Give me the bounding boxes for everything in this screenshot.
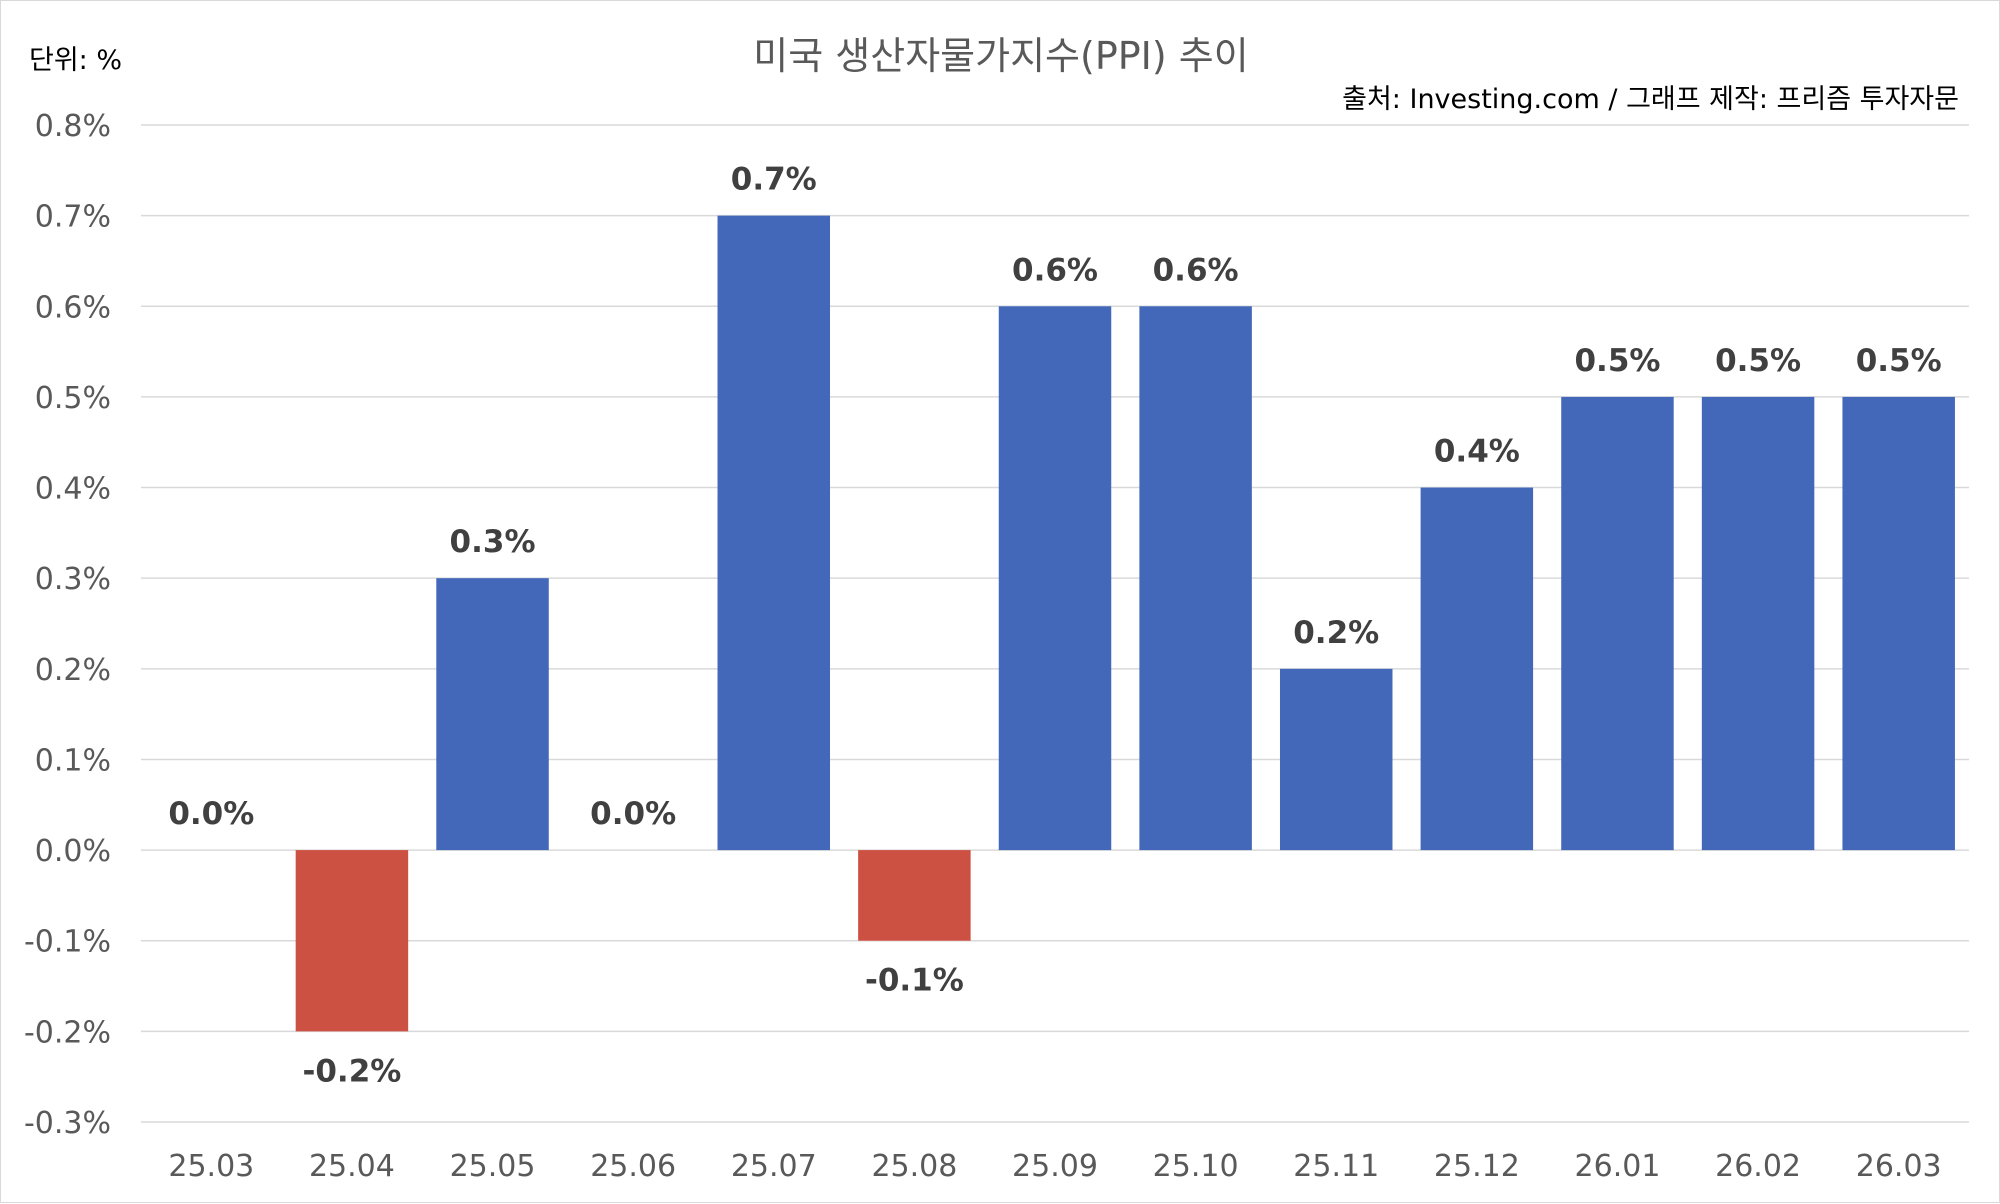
bar-25.05 <box>436 578 549 851</box>
x-tick-label: 26.02 <box>1715 1149 1801 1184</box>
bar-26.03 <box>1842 396 1955 851</box>
data-label: 0.5% <box>1574 343 1660 379</box>
x-tick-label: 25.04 <box>309 1149 395 1184</box>
y-tick-label: 0.6% <box>35 290 111 325</box>
data-label: 0.0% <box>168 796 254 832</box>
x-tick-label: 25.07 <box>731 1149 817 1184</box>
x-axis-ticks: 25.03 25.04 25.05 25.06 25.07 25.08 25.09 25.10… <box>168 1149 1941 1184</box>
source-label: 출처: Investing.com / 그래프 제작: 프리즘 투자자문 <box>1342 84 1959 115</box>
data-label: 0.6% <box>1153 252 1239 288</box>
bar-25.12 <box>1420 487 1534 851</box>
data-label: 0.4% <box>1434 434 1520 470</box>
data-label: 0.5% <box>1856 343 1942 379</box>
x-tick-label: 25.06 <box>590 1149 676 1184</box>
x-tick-label: 25.03 <box>168 1149 254 1184</box>
y-tick-label: 0.2% <box>35 653 111 688</box>
data-label: 0.5% <box>1715 343 1801 379</box>
bar-25.09 <box>998 306 1112 851</box>
y-tick-label: -0.2% <box>24 1015 111 1050</box>
x-tick-label: 25.09 <box>1012 1149 1098 1184</box>
y-tick-label: 0.5% <box>35 381 111 416</box>
y-tick-label: 0.1% <box>35 743 111 778</box>
y-axis-ticks: -0.3% -0.2% -0.1% 0.0% 0.1% 0.2% 0.3% 0.4% 0.5% 0… <box>24 109 111 1141</box>
bar-26.02 <box>1701 396 1815 851</box>
bar-26.01 <box>1561 396 1674 851</box>
data-label: 0.7% <box>731 162 817 198</box>
data-labels: 0.0% -0.2% 0.3% 0.0% 0.7% -0.1% 0.6% 0.6% 0.2% 0.… <box>168 162 1941 1090</box>
x-tick-label: 25.11 <box>1293 1149 1379 1184</box>
data-label: 0.0% <box>590 796 676 832</box>
bar-25.07 <box>717 215 831 851</box>
x-tick-label: 26.01 <box>1575 1149 1661 1184</box>
data-label: -0.2% <box>303 1053 402 1089</box>
x-tick-label: 25.08 <box>871 1149 957 1184</box>
data-label: 0.2% <box>1293 615 1379 651</box>
chart-title: 미국 생산자물가지수(PPI) 추이 <box>753 34 1248 78</box>
bar-25.04 <box>295 850 409 1032</box>
bars <box>295 215 1955 1032</box>
y-tick-label: 0.0% <box>35 834 111 869</box>
y-tick-label: -0.3% <box>24 1106 111 1141</box>
data-label: 0.3% <box>450 524 536 560</box>
bar-25.10 <box>1139 306 1252 851</box>
x-tick-label: 25.12 <box>1434 1149 1520 1184</box>
x-tick-label: 26.03 <box>1856 1149 1942 1184</box>
y-tick-label: 0.4% <box>35 472 111 507</box>
x-tick-label: 25.05 <box>450 1149 536 1184</box>
y-tick-label: 0.7% <box>35 200 111 235</box>
unit-label: 단위: % <box>29 45 122 76</box>
x-tick-label: 25.10 <box>1153 1149 1239 1184</box>
bar-25.11 <box>1279 668 1393 851</box>
bar-25.08 <box>858 850 971 941</box>
y-tick-label: 0.3% <box>35 562 111 597</box>
y-tick-label: 0.8% <box>35 109 111 144</box>
data-label: 0.6% <box>1012 252 1098 288</box>
data-label: -0.1% <box>865 963 964 999</box>
y-tick-label: -0.1% <box>24 925 111 960</box>
